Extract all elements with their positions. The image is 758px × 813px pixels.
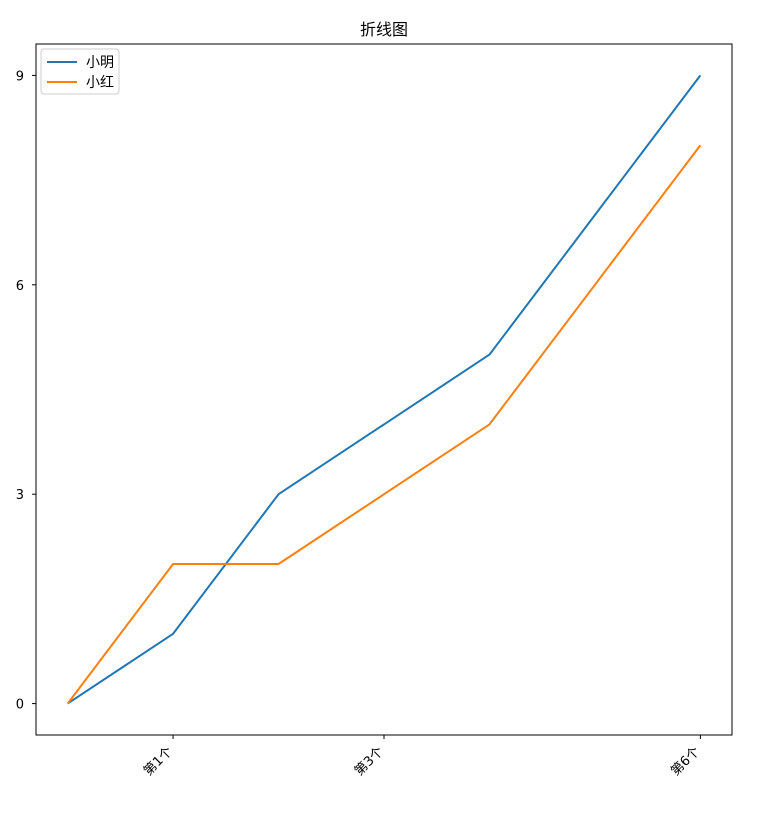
y-tick-label: 3: [16, 488, 24, 503]
x-tick-label: 第6个: [668, 744, 703, 779]
x-axis: 第1个 第3个 第6个: [141, 735, 703, 779]
series-layer: [66, 74, 702, 705]
legend-label-xiaoming: 小明: [86, 55, 114, 71]
chart-title: 折线图: [360, 20, 408, 39]
plot-area: [35, 43, 733, 736]
x-tick-label: 第3个: [352, 744, 387, 779]
x-tick-label: 第1个: [141, 744, 176, 779]
legend-label-xiaohong: 小红: [86, 75, 114, 91]
y-tick-label: 6: [16, 279, 24, 294]
y-tick-label: 0: [16, 698, 24, 713]
legend: 小明 小红: [40, 48, 120, 95]
y-tick-label: 9: [16, 69, 24, 84]
series-line-0: [67, 74, 702, 705]
series-line-1: [66, 144, 702, 705]
y-axis: 0 3 6 9: [16, 69, 36, 713]
